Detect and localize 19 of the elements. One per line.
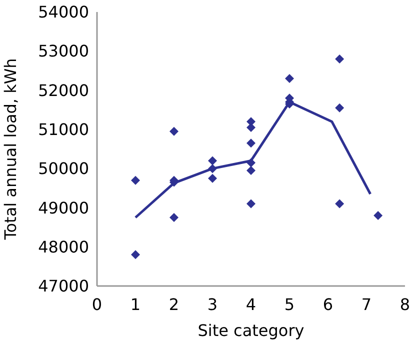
y-tick-label: 49000 bbox=[38, 198, 89, 218]
x-tick-label: 7 bbox=[361, 295, 372, 314]
y-tick-label: 48000 bbox=[38, 237, 89, 256]
y-tick-label: 47000 bbox=[38, 276, 89, 296]
x-tick-label: 0 bbox=[92, 295, 102, 314]
x-tick-label: 3 bbox=[207, 295, 218, 314]
y-tick-label: 50000 bbox=[38, 159, 89, 178]
x-tick-label: 6 bbox=[322, 295, 334, 314]
x-tick-label: 2 bbox=[168, 295, 180, 314]
y-tick-label: 51000 bbox=[38, 120, 89, 140]
x-tick-label: 5 bbox=[284, 295, 295, 314]
x-tick-label: 1 bbox=[130, 295, 141, 314]
y-tick-label: 52000 bbox=[38, 80, 89, 100]
x-tick-label: 8 bbox=[400, 295, 410, 314]
y-tick-label: 54000 bbox=[38, 2, 89, 22]
x-tick-label: 4 bbox=[246, 295, 256, 314]
y-tick-label: 53000 bbox=[38, 42, 89, 61]
x-axis-title: Site category bbox=[198, 321, 304, 340]
y-axis-title: Total annual load, kWh bbox=[1, 58, 20, 241]
